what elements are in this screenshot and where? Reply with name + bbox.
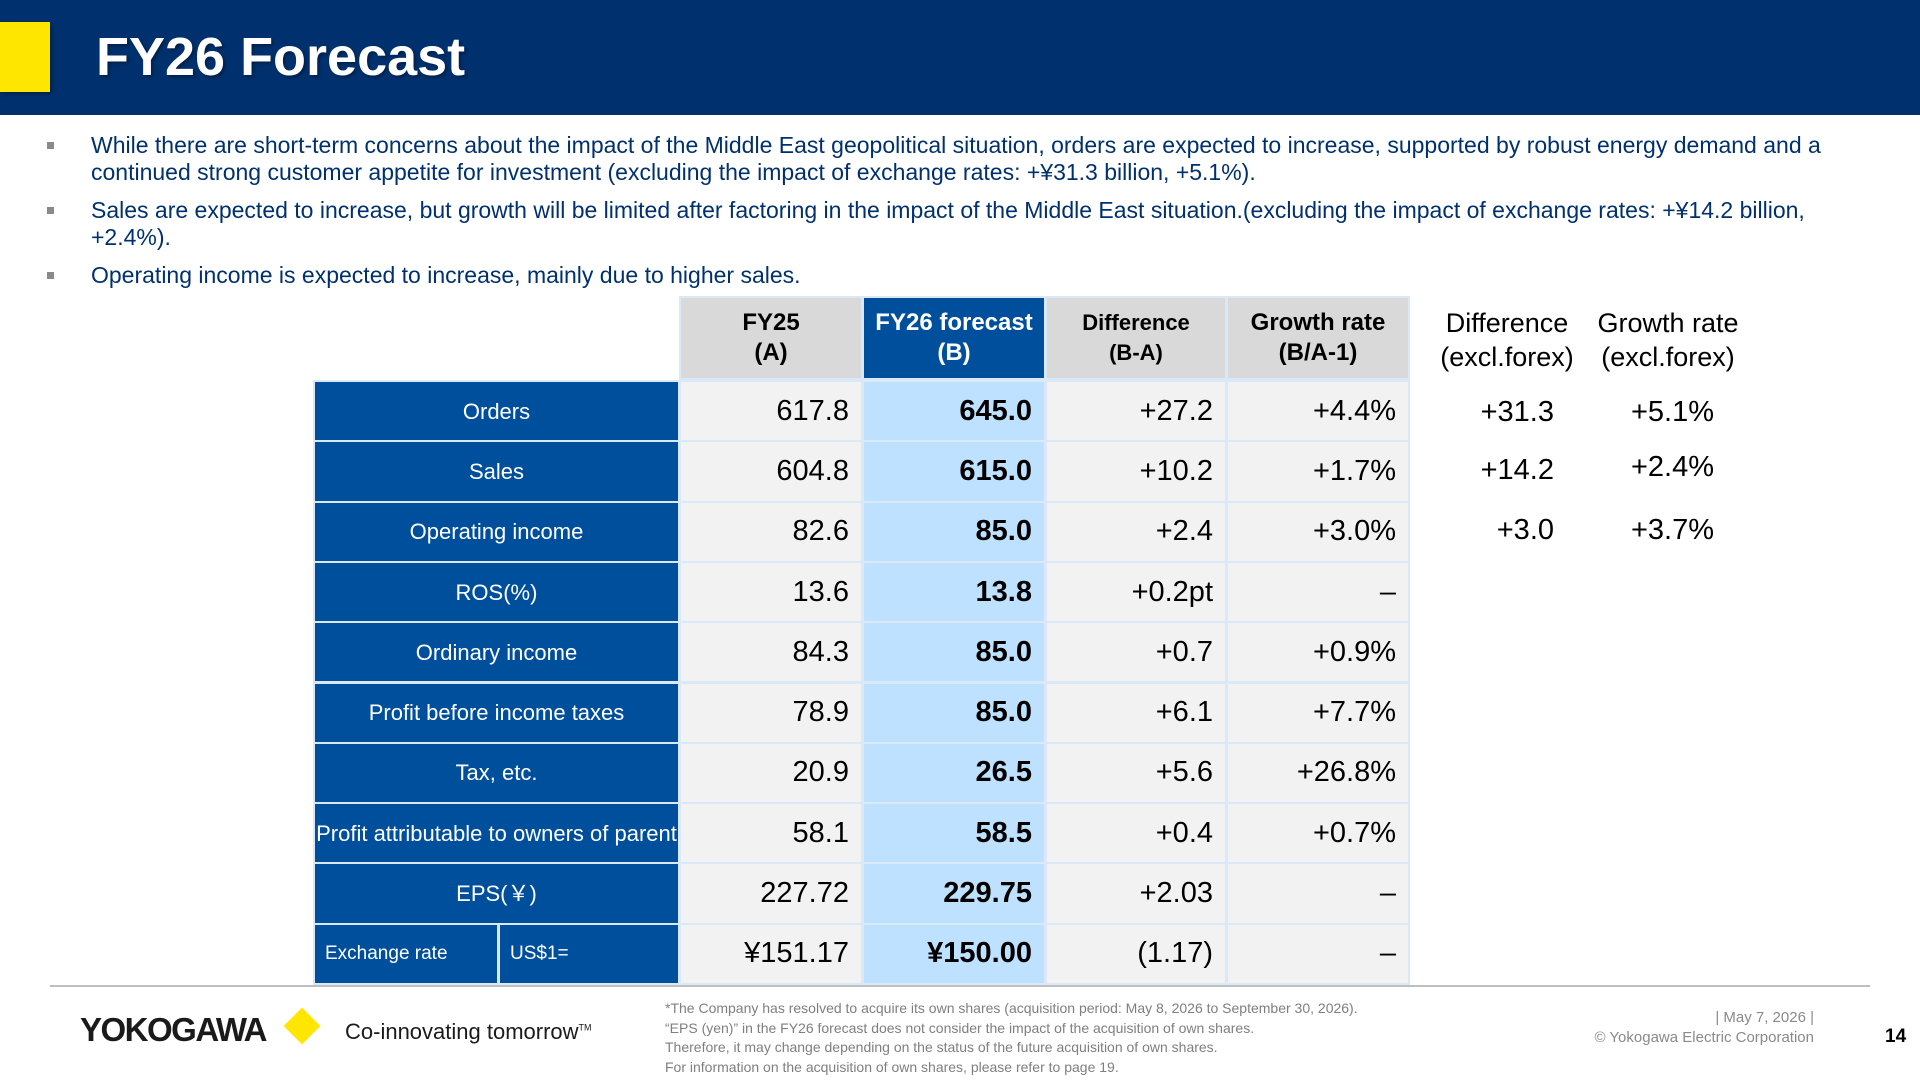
exchange-rate-growth: – <box>1226 922 1410 985</box>
table-cell-label: Profit attributable to owners of parent <box>313 802 680 865</box>
table-cell-label: EPS(￥) <box>313 862 680 925</box>
table-cell-label: Tax, etc. <box>313 741 680 805</box>
table-cell-growth: +26.8% <box>1226 741 1410 805</box>
table-cell-fy25: 84.3 <box>679 621 863 684</box>
header-difference: Difference (B-A) <box>1045 296 1227 380</box>
table-cell-fy25: 227.72 <box>679 862 863 925</box>
table-cell-diff: +5.6 <box>1045 741 1227 805</box>
header-growth-rate: Growth rate (B/A-1) <box>1226 296 1410 380</box>
table-cell-growth: – <box>1226 862 1410 925</box>
header-fy25: FY25 (A) <box>679 296 863 380</box>
exchange-rate-fy25: ¥151.17 <box>679 922 863 985</box>
table-cell-growth: +4.4% <box>1226 380 1410 443</box>
table-cell-label: Operating income <box>313 500 680 563</box>
bullet-item: Sales are expected to increase, but grow… <box>44 197 1884 251</box>
table-cell-growth: +1.7% <box>1226 440 1410 503</box>
table-cell-fy26: 85.0 <box>862 621 1046 684</box>
footer-divider <box>50 985 1870 987</box>
side-header-difference-excl-forex: Difference (excl.forex) <box>1440 308 1574 372</box>
table-cell-diff: +6.1 <box>1045 681 1227 744</box>
table-cell-growth: +7.7% <box>1226 681 1410 744</box>
table-cell-fy25: 617.8 <box>679 380 863 443</box>
side-header-growth-excl-forex: Growth rate (excl.forex) <box>1597 308 1739 372</box>
bullet-list: While there are short-term concerns abou… <box>44 132 1884 300</box>
page-number: 14 <box>1885 1026 1907 1047</box>
side-diff-operating-income: +3.0 <box>1496 514 1554 546</box>
footnotes: *The Company has resolved to acquire its… <box>665 1000 1358 1075</box>
bullet-square-icon <box>47 142 54 149</box>
table-cell-fy25: 58.1 <box>679 802 863 865</box>
table-cell-fy26: 645.0 <box>862 380 1046 443</box>
table-cell-fy26: 85.0 <box>862 681 1046 744</box>
table-cell-diff: +2.4 <box>1045 500 1227 563</box>
bullet-item: While there are short-term concerns abou… <box>44 132 1884 186</box>
side-growth-sales: +2.4% <box>1630 451 1714 483</box>
table-cell-diff: +0.7 <box>1045 621 1227 684</box>
table-cell-growth: +0.7% <box>1226 802 1410 865</box>
side-diff-sales: +14.2 <box>1480 454 1554 486</box>
table-cell-diff: +2.03 <box>1045 862 1227 925</box>
table-cell-growth: – <box>1226 560 1410 624</box>
table-cell-growth: +0.9% <box>1226 621 1410 684</box>
copyright: © Yokogawa Electric Corporation <box>1594 1029 1814 1046</box>
exchange-rate-fy26: ¥150.00 <box>862 922 1046 985</box>
side-growth-orders: +5.1% <box>1630 396 1714 428</box>
tagline: Co-innovating tomorrowTM <box>345 1019 592 1044</box>
table-cell-fy26: 58.5 <box>862 802 1046 865</box>
bullet-item: Operating income is expected to increase… <box>44 262 1884 289</box>
table-cell-diff: +27.2 <box>1045 380 1227 443</box>
side-growth-operating-income: +3.7% <box>1630 514 1714 546</box>
table-cell-fy26: 229.75 <box>862 862 1046 925</box>
table-cell-diff: +0.4 <box>1045 802 1227 865</box>
exchange-rate-diff: (1.17) <box>1045 922 1227 985</box>
table-cell-fy25: 82.6 <box>679 500 863 563</box>
side-diff-orders: +31.3 <box>1480 396 1554 428</box>
header-accent-square <box>0 22 50 92</box>
table-cell-diff: +0.2pt <box>1045 560 1227 624</box>
table-cell-fy26: 85.0 <box>862 500 1046 563</box>
table-cell-fy26: 615.0 <box>862 440 1046 503</box>
bullet-square-icon <box>47 272 54 279</box>
table-cell-label: ROS(%) <box>313 560 680 624</box>
table-cell-fy25: 78.9 <box>679 681 863 744</box>
table-cell-label: Profit before income taxes <box>313 681 680 744</box>
table-cell-fy25: 20.9 <box>679 741 863 805</box>
table-cell-label: Ordinary income <box>313 621 680 684</box>
table-cell-growth: +3.0% <box>1226 500 1410 563</box>
table-cell-label: Orders <box>313 380 680 443</box>
table-cell-fy25: 13.6 <box>679 560 863 624</box>
header-fy26-forecast: FY26 forecast (B) <box>862 296 1046 380</box>
table-cell-diff: +10.2 <box>1045 440 1227 503</box>
exchange-rate-label: Exchange rate <box>313 922 499 985</box>
presentation-date: | May 7, 2026 | <box>1715 1009 1814 1026</box>
table-cell-fy26: 26.5 <box>862 741 1046 805</box>
yellow-diamond-icon <box>283 1007 321 1045</box>
exchange-rate-currency: US$1= <box>498 922 680 985</box>
slide-header: FY26 Forecast <box>0 0 1920 115</box>
table-cell-label: Sales <box>313 440 680 503</box>
table-cell-fy25: 604.8 <box>679 440 863 503</box>
table-cell-fy26: 13.8 <box>862 560 1046 624</box>
yokogawa-logo: YOKOGAWA <box>80 1011 268 1048</box>
bullet-square-icon <box>47 207 54 214</box>
slide-title: FY26 Forecast <box>96 27 466 87</box>
